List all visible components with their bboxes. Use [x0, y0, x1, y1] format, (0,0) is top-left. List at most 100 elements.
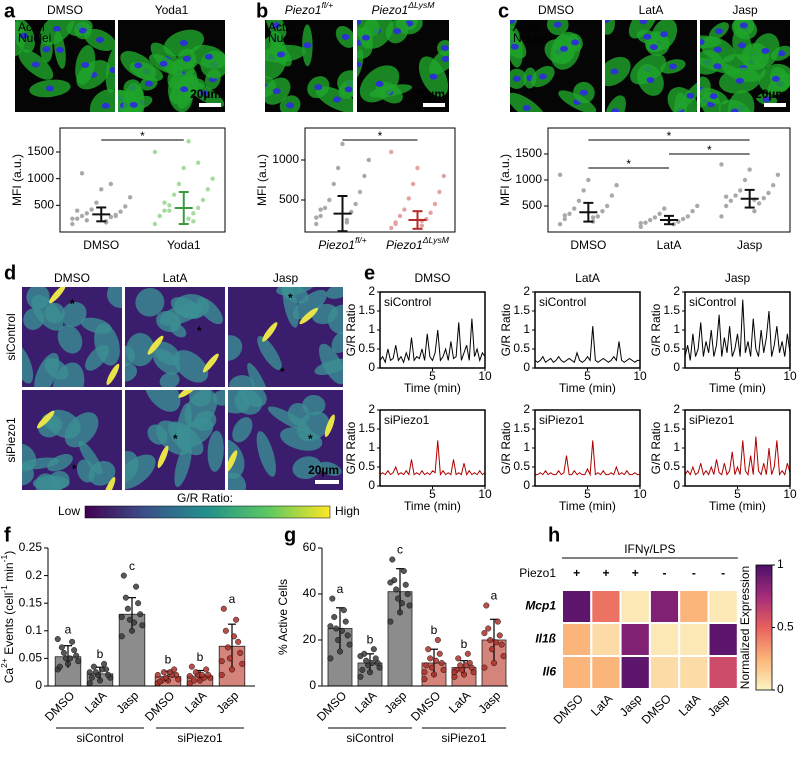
data-point — [124, 605, 131, 612]
nucleus — [129, 101, 138, 108]
nucleus — [709, 93, 718, 100]
data-point — [200, 197, 206, 203]
y-tick-label: 0.5 — [358, 341, 375, 355]
nucleus — [441, 55, 449, 62]
data-point — [496, 632, 503, 639]
data-point — [108, 181, 114, 187]
nucleus — [375, 80, 384, 87]
significance-letter: a — [65, 622, 72, 636]
data-point — [581, 188, 586, 193]
data-point — [437, 189, 442, 195]
cell — [239, 390, 267, 407]
nucleus — [738, 42, 747, 49]
y-axis-label: % Active Cells — [276, 579, 290, 655]
bright-cell — [228, 450, 238, 473]
data-point — [190, 677, 197, 684]
cell — [159, 372, 180, 387]
cell — [302, 395, 326, 416]
y-tick-label: 1500 — [515, 146, 542, 160]
cell — [125, 454, 156, 490]
data-point — [657, 211, 662, 216]
nucleus — [735, 77, 744, 84]
scale-bar — [199, 103, 221, 107]
nucleus — [52, 25, 61, 32]
nucleus — [81, 61, 90, 68]
data-point — [157, 213, 162, 219]
data-point — [318, 213, 323, 219]
bright-cell — [299, 307, 319, 325]
y-tick-label: 0 — [673, 360, 680, 374]
nucleus — [159, 60, 168, 67]
data-point — [398, 600, 405, 607]
x-tick-label: 10 — [478, 487, 492, 501]
y-tick-label: 1.5 — [663, 421, 680, 435]
data-point — [406, 602, 413, 609]
data-point — [228, 666, 235, 673]
heatmap-cell — [561, 655, 593, 690]
data-point — [357, 189, 363, 195]
genotype-header: Piezo1 — [519, 566, 556, 580]
image-title-part: fl/+ — [321, 0, 333, 10]
column-label: DMSO — [551, 691, 586, 726]
data-point — [723, 194, 729, 199]
y-tick-label: 0 — [523, 478, 530, 492]
trace — [379, 318, 486, 364]
y-tick-label: 1.5 — [663, 303, 680, 317]
significance-letter: a — [229, 592, 236, 606]
significance-letter: b — [97, 647, 104, 661]
nucleus — [180, 86, 189, 93]
colorbar-high: High — [335, 504, 360, 518]
data-point — [397, 213, 403, 219]
data-point — [327, 197, 332, 203]
data-point — [71, 647, 78, 654]
micrograph — [228, 390, 343, 490]
image-title: Piezo1fl/+ — [285, 0, 333, 17]
data-point — [331, 614, 338, 621]
nucleus — [611, 108, 620, 112]
data-point — [73, 652, 80, 659]
data-point — [395, 595, 402, 602]
x-tick-label: 5 — [734, 369, 741, 383]
cell — [61, 302, 87, 328]
data-point — [139, 622, 146, 629]
y-tick-label: 500 — [34, 198, 54, 212]
data-point — [389, 149, 394, 155]
x-tick-label: Jasp — [214, 688, 242, 716]
data-point — [160, 669, 167, 676]
data-point — [84, 218, 90, 223]
significance-letter: a — [337, 582, 344, 596]
trace — [684, 299, 791, 361]
cell — [318, 461, 342, 476]
data-point — [167, 203, 172, 208]
colorbar-low: Low — [58, 504, 80, 518]
image-title-part: DMSO — [47, 3, 83, 17]
data-point — [427, 655, 434, 662]
data-point — [58, 644, 65, 651]
data-point — [152, 221, 158, 227]
nucleus — [286, 102, 295, 109]
x-tick-label-part: Jasp — [737, 238, 763, 252]
channel-label: Actin — [513, 20, 540, 34]
panel-label: a — [4, 0, 16, 22]
genotype-label: + — [632, 566, 639, 580]
cell — [228, 335, 243, 361]
data-point — [60, 649, 67, 656]
data-point — [440, 666, 447, 673]
x-tick-label: 10 — [633, 487, 647, 501]
nucleus — [571, 39, 580, 46]
micrograph — [510, 20, 602, 112]
data-point — [99, 187, 104, 192]
data-point — [191, 219, 196, 224]
data-point — [432, 657, 439, 664]
data-point — [690, 209, 695, 214]
nucleus — [646, 77, 655, 84]
data-point — [340, 607, 347, 614]
data-point — [487, 637, 494, 644]
cell — [292, 289, 328, 320]
condition-header: IFNγ/LPS — [624, 542, 675, 556]
data-point — [162, 200, 167, 205]
nucleus — [639, 20, 648, 25]
nucleus — [700, 39, 705, 46]
image-title: LatA — [639, 3, 664, 17]
bright-cell — [147, 335, 164, 355]
